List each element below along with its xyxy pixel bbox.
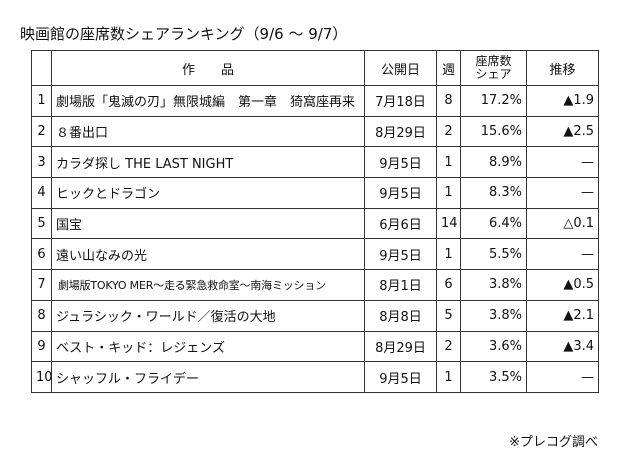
weeks-cell: 8 <box>436 85 461 117</box>
release-date-cell: 8月8日 <box>364 299 437 332</box>
table-row: 4 ヒックとドラゴン 9月5日 1 8.3% — <box>31 177 599 209</box>
rank-cell: 1 <box>31 85 52 117</box>
rank-cell: 10 <box>31 361 52 393</box>
release-date-cell: 6月6日 <box>364 207 437 240</box>
rank-cell: 5 <box>31 207 52 240</box>
trend-cell: ▲0.5 <box>526 269 599 301</box>
table-row: 8 ジュラシック・ワールド／復活の大地 8月8日 5 3.8% ▲2.1 <box>31 299 599 332</box>
weeks-cell: 2 <box>436 115 461 148</box>
seat-share-header-line2: シェア <box>475 67 512 81</box>
weeks-cell: 6 <box>436 269 461 301</box>
trend-cell: — <box>526 146 599 179</box>
release-date-cell: 9月5日 <box>364 177 437 209</box>
release-date-cell: 7月18日 <box>364 85 437 117</box>
release-date-cell: 8月29日 <box>364 330 437 363</box>
trend-cell: ▲1.9 <box>526 85 599 117</box>
work-title-cell: ８番出口 <box>51 115 365 148</box>
weeks-cell: 1 <box>436 146 461 179</box>
table-row: 3 カラダ探し THE LAST NIGHT 9月5日 1 8.9% — <box>31 146 599 179</box>
seat-share-cell: 8.3% <box>460 177 527 209</box>
trend-cell: △0.1 <box>526 207 599 240</box>
table-row: 10 シャッフル・フライデー 9月5日 1 3.5% — <box>31 361 599 393</box>
work-title-cell: ジュラシック・ワールド／復活の大地 <box>51 299 365 332</box>
rank-cell: 4 <box>31 177 52 209</box>
table-row: 7 劇場版TOKYO MER～走る緊急救命室～南海ミッション 8月1日 6 3.… <box>31 269 599 301</box>
seat-share-cell: 3.8% <box>460 269 527 301</box>
weeks-header: 週 <box>436 50 461 86</box>
trend-cell: — <box>526 177 599 209</box>
rank-cell: 6 <box>31 238 52 271</box>
rank-cell: 3 <box>31 146 52 179</box>
trend-cell: ▲2.1 <box>526 299 599 332</box>
release-date-header: 公開日 <box>364 50 437 86</box>
table-row: 9 ベスト・キッド：レジェンズ 8月29日 2 3.6% ▲3.4 <box>31 330 599 363</box>
trend-cell: ▲3.4 <box>526 330 599 363</box>
seat-share-cell: 5.5% <box>460 238 527 271</box>
page-title: 映画館の座席数シェアランキング（9/6 ～ 9/7） <box>20 25 348 43</box>
table-row: 5 国宝 6月6日 14 6.4% △0.1 <box>31 207 599 240</box>
work-header: 作 品 <box>51 50 365 86</box>
weeks-cell: 5 <box>436 299 461 332</box>
rank-cell: 7 <box>31 269 52 301</box>
seat-share-cell: 3.5% <box>460 361 527 393</box>
work-title-cell: 国宝 <box>51 207 365 240</box>
seat-share-cell: 15.6% <box>460 115 527 148</box>
rank-header <box>31 50 52 86</box>
work-title-cell: ヒックとドラゴン <box>51 177 365 209</box>
weeks-cell: 1 <box>436 238 461 271</box>
work-title-cell: カラダ探し THE LAST NIGHT <box>51 146 365 179</box>
weeks-cell: 2 <box>436 330 461 363</box>
seat-share-cell: 6.4% <box>460 207 527 240</box>
release-date-cell: 9月5日 <box>364 238 437 271</box>
rank-cell: 8 <box>31 299 52 332</box>
source-note: ※プレコグ調べ <box>509 435 598 450</box>
weeks-cell: 14 <box>436 207 461 240</box>
trend-cell: — <box>526 238 599 271</box>
release-date-cell: 8月1日 <box>364 269 437 301</box>
release-date-cell: 9月5日 <box>364 146 437 179</box>
work-title-cell: 劇場版「鬼滅の刃」無限城編 第一章 猗窩座再来 <box>51 85 365 117</box>
seat-share-cell: 3.8% <box>460 299 527 332</box>
table-row: 2 ８番出口 8月29日 2 15.6% ▲2.5 <box>31 115 599 148</box>
ranking-table: 作 品 公開日 週 座席数 シェア 推移 1 劇場版「鬼滅の刃」無限城編 第一章… <box>31 50 599 393</box>
seat-share-cell: 3.6% <box>460 330 527 363</box>
table-header-row: 作 品 公開日 週 座席数 シェア 推移 <box>31 50 599 86</box>
work-title-cell: 遠い山なみの光 <box>51 238 365 271</box>
weeks-cell: 1 <box>436 177 461 209</box>
seat-share-cell: 8.9% <box>460 146 527 179</box>
work-title-cell: シャッフル・フライデー <box>51 361 365 393</box>
release-date-cell: 9月5日 <box>364 361 437 393</box>
seat-share-header: 座席数 シェア <box>460 50 527 86</box>
trend-header: 推移 <box>526 50 599 86</box>
trend-cell: — <box>526 361 599 393</box>
rank-cell: 2 <box>31 115 52 148</box>
table-row: 1 劇場版「鬼滅の刃」無限城編 第一章 猗窩座再来 7月18日 8 17.2% … <box>31 85 599 117</box>
rank-cell: 9 <box>31 330 52 363</box>
work-title-cell: ベスト・キッド：レジェンズ <box>51 330 365 363</box>
table-row: 6 遠い山なみの光 9月5日 1 5.5% — <box>31 238 599 271</box>
weeks-cell: 1 <box>436 361 461 393</box>
seat-share-header-line1: 座席数 <box>475 54 512 68</box>
release-date-cell: 8月29日 <box>364 115 437 148</box>
seat-share-cell: 17.2% <box>460 85 527 117</box>
trend-cell: ▲2.5 <box>526 115 599 148</box>
work-title-cell: 劇場版TOKYO MER～走る緊急救命室～南海ミッション <box>51 269 365 301</box>
